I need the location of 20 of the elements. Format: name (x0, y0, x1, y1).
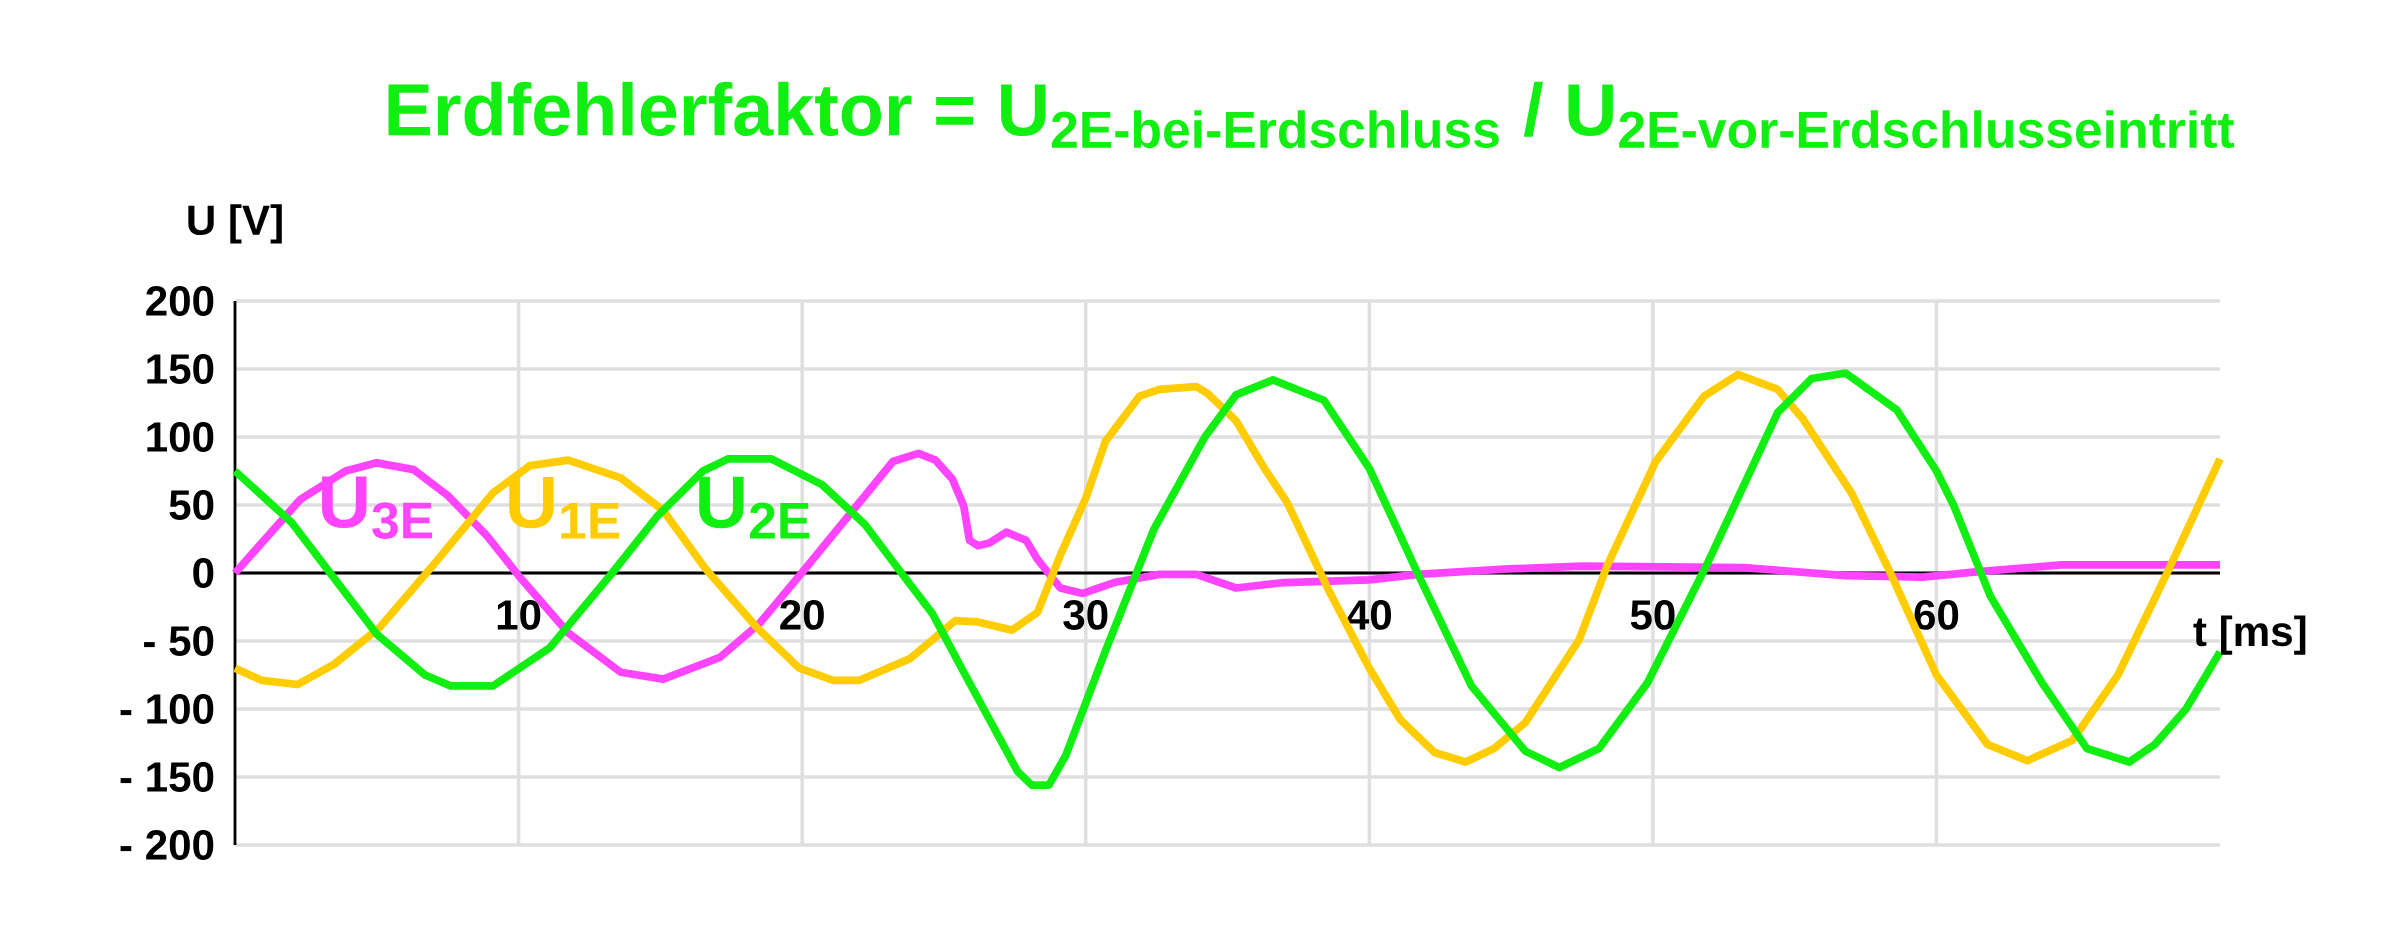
x-tick-label: 50 (1630, 599, 1675, 630)
y-tick-label: 150 (147, 354, 214, 384)
x-axis-title: t [ms] (2193, 615, 2306, 655)
x-tick-label: 30 (1063, 599, 1108, 630)
y-tick-label: - 150 (120, 762, 214, 792)
y-tick-label: 200 (146, 286, 214, 316)
series-label: U$_{1E}$ (509, 476, 620, 539)
y-tick-label: - 200 (120, 830, 214, 860)
y-tick-label: 0 (193, 558, 214, 588)
y-axis-title: U [V] (188, 204, 282, 244)
x-tick-label: 10 (497, 599, 541, 630)
x-tick-label: 40 (1346, 599, 1392, 630)
y-tick-label: - 50 (144, 626, 214, 656)
chart-title: $\text{Erdfehlerfaktor = U}_{\text{2E-bei-Erdschluss}}\text{ / U}_{\text{2E-vor-Erdschlusseintritt}}$ (388, 81, 2235, 149)
y-tick-label: - 100 (120, 694, 214, 724)
series-label: U$_{2E}$ (699, 476, 810, 539)
y-tick-label: 100 (147, 422, 214, 452)
x-tick-label: 20 (780, 599, 824, 630)
x-tick-label: 60 (1914, 599, 1959, 630)
y-tick-label: 50 (169, 490, 214, 520)
